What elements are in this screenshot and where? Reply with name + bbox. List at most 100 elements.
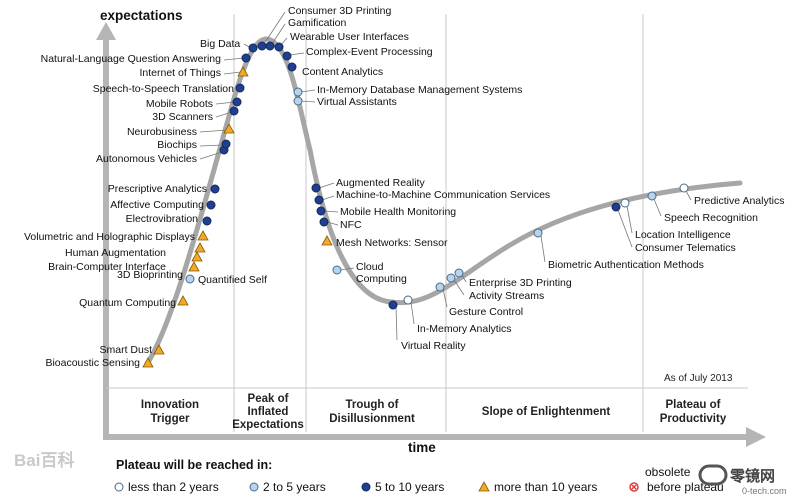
leader-line	[223, 57, 245, 61]
technology-item: 3D Scanners	[152, 106, 239, 123]
technology-label: Mesh Networks: Sensor	[336, 237, 448, 249]
technology-label: Predictive Analytics	[694, 195, 784, 207]
technology-label: Content Analytics	[302, 66, 383, 78]
technology-label: Volumetric and Holographic Displays	[24, 231, 195, 243]
legend-item: 2 to 5 years	[249, 480, 326, 494]
technology-item: Content Analytics	[287, 62, 383, 78]
technology-label: Virtual Assistants	[317, 96, 397, 108]
technology-item: Human Augmentation	[65, 242, 206, 259]
leader-line	[442, 288, 448, 308]
legend-item-label: 5 to 10 years	[375, 480, 444, 494]
technology-item: 3D Bioprinting	[117, 261, 200, 281]
technology-item: Mesh Networks: Sensor	[321, 235, 448, 249]
technology-label: Mobile Robots	[146, 98, 213, 110]
technology-item: Neurobusiness	[127, 123, 235, 138]
technology-label: Wearable User Interfaces	[290, 31, 409, 43]
technology-item: Gamification	[265, 17, 347, 51]
baike-watermark: Bai百科	[14, 450, 74, 470]
technology-label: Big Data	[200, 38, 240, 50]
technology-item: Bioacoustic Sensing	[45, 357, 154, 369]
leader-line	[199, 129, 228, 133]
technology-item: Quantum Computing	[79, 295, 189, 309]
technology-label: Location Intelligence	[635, 229, 731, 241]
leader-line	[199, 151, 223, 160]
x-axis-title: time	[408, 440, 436, 455]
leader-line	[617, 209, 633, 248]
technology-label: Virtual Reality	[401, 340, 466, 352]
technology-item: Consumer 3D Printing	[257, 5, 391, 51]
technology-label: Augmented Reality	[336, 177, 425, 189]
technology-label: 3D Scanners	[152, 111, 213, 123]
legend-item: 5 to 10 years	[361, 480, 444, 494]
leader-line	[289, 52, 305, 56]
technology-item: Complex-Event Processing	[282, 46, 433, 61]
technology-item: Virtual Assistants	[293, 96, 397, 108]
leader-line	[271, 23, 286, 45]
diagram-frame	[96, 14, 766, 447]
technology-item: NFC	[319, 217, 362, 231]
dark-blue-circle-marker-icon	[316, 206, 326, 216]
zero-tech-name: 零镜网	[729, 467, 775, 485]
technology-item: Prescriptive Analytics	[108, 183, 220, 195]
zero-tech-watermark: 零镜网 0-tech.com	[698, 464, 787, 496]
legend-item: more than 10 years	[478, 480, 597, 494]
dark-blue-circle-marker-icon	[311, 183, 321, 193]
triangle-marker-icon	[237, 66, 249, 77]
white-circle-marker-icon	[114, 482, 124, 492]
dark-blue-circle-marker-icon	[229, 106, 239, 116]
leader-line	[453, 279, 465, 296]
technology-item: Quantified Self	[185, 274, 267, 286]
light-blue-circle-marker-icon	[185, 274, 195, 284]
technology-label: Gesture Control	[449, 306, 523, 318]
dark-blue-circle-marker-icon	[274, 42, 284, 52]
light-blue-circle-marker-icon	[454, 268, 464, 278]
technology-label: Neurobusiness	[127, 126, 197, 138]
technology-label: Quantum Computing	[79, 297, 176, 309]
technology-label: Brain-Computer Interface	[48, 261, 166, 273]
leader-line	[199, 144, 225, 147]
technology-label-line: Cloud	[356, 261, 384, 273]
technology-item: Smart Dust	[99, 344, 165, 356]
dark-blue-circle-marker-icon	[257, 41, 267, 51]
dark-blue-circle-marker-icon	[319, 217, 329, 227]
technology-item: Electrovibration	[126, 213, 212, 226]
light-blue-circle-marker-icon	[332, 265, 342, 275]
legend-item-label-line: obsolete	[645, 465, 691, 479]
dark-blue-circle-marker-icon	[221, 139, 231, 149]
leader-line	[323, 210, 339, 213]
technology-label: In-Memory Database Management Systems	[317, 84, 522, 96]
leader-line	[653, 198, 662, 217]
legend: Plateau will be reached in: less than 2 …	[114, 458, 724, 494]
white-circle-marker-icon	[403, 295, 413, 305]
leader-line	[300, 100, 316, 103]
technology-item: Speech-to-Speech Translation	[93, 83, 245, 95]
technology-item: Virtual Reality	[388, 300, 466, 352]
light-blue-circle-marker-icon	[446, 273, 456, 283]
technology-item: Biometric Authentication Methods	[533, 228, 704, 271]
phase-label-line: Trigger	[151, 413, 191, 425]
technology-label: Complex-Event Processing	[306, 46, 433, 58]
legend-item-label: obsolete before plateau	[645, 465, 724, 494]
phase-label-line: Slope of Enlightenment	[482, 406, 611, 418]
technology-item: Natural-Language Question Answering	[41, 53, 251, 65]
legend-item: obsolete before plateau	[629, 465, 724, 494]
phase-label-line: Expectations	[232, 419, 304, 431]
technology-label: Activity Streams	[469, 290, 544, 302]
legend-item: less than 2 years	[114, 480, 219, 494]
technology-label: Speech-to-Speech Translation	[93, 83, 234, 95]
phase-label-line: Productivity	[660, 413, 727, 425]
red-x-stroke	[631, 484, 637, 490]
leader-line	[263, 11, 286, 45]
technology-item: Mobile Robots	[146, 97, 242, 110]
technology-item: Internet of Things	[139, 66, 249, 79]
technology-label: Autonomous Vehicles	[96, 153, 197, 165]
technology-label: 3D Bioprinting	[117, 269, 183, 281]
legend-item-label: less than 2 years	[128, 480, 219, 494]
legend-item-label: 2 to 5 years	[263, 480, 326, 494]
technology-label-line: Computing	[356, 273, 407, 285]
leader-line	[395, 306, 398, 341]
technology-item: Enterprise 3D Printing	[454, 268, 572, 289]
y-axis-arrow	[96, 22, 116, 40]
leader-line	[215, 111, 233, 118]
